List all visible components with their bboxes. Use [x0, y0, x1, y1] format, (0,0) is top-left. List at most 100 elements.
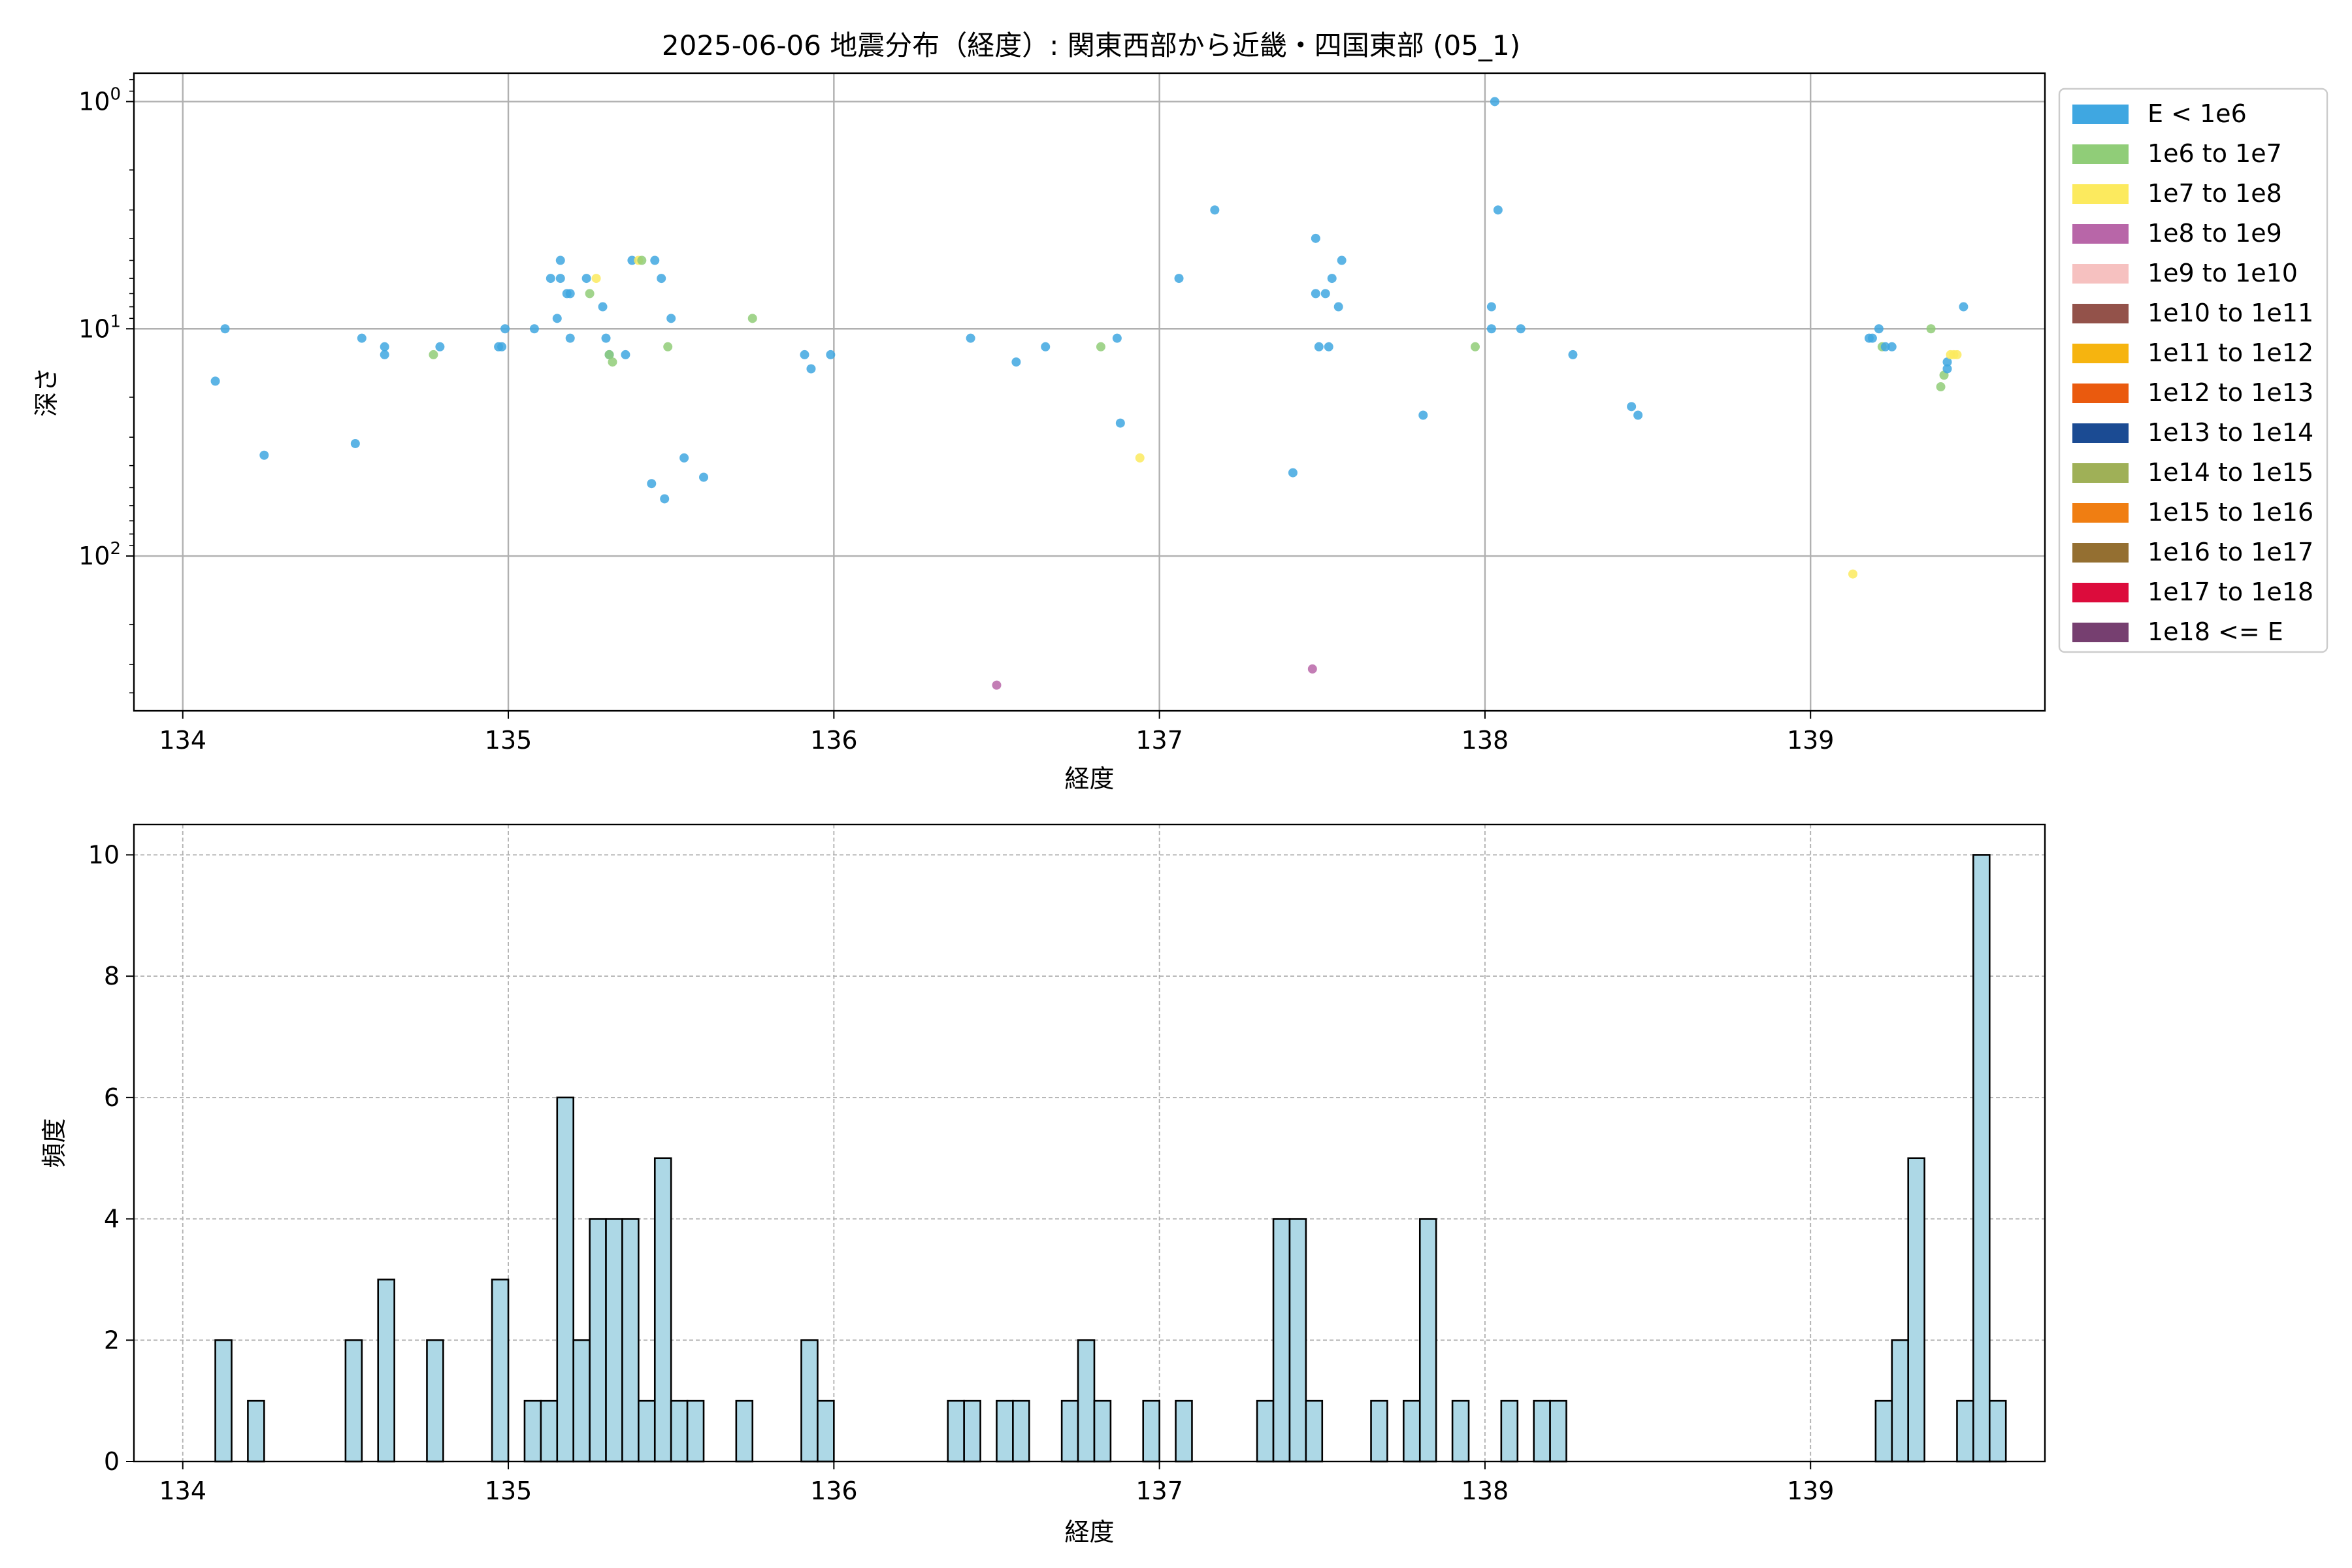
- scatter-point: [637, 255, 647, 265]
- scatter-frame: [133, 72, 2046, 712]
- scatter-point: [1942, 357, 1952, 367]
- histogram-bar: [1370, 1399, 1388, 1463]
- histogram-tick-label-x: 135: [485, 1477, 532, 1505]
- legend-swatch: [2072, 224, 2129, 244]
- scatter-point: [565, 289, 575, 299]
- scatter-point: [552, 314, 562, 323]
- legend-swatch: [2072, 105, 2129, 124]
- scatter-point: [608, 357, 617, 367]
- scatter-point: [1096, 342, 1105, 351]
- histogram-bar: [1288, 1218, 1307, 1463]
- histogram-bar: [686, 1399, 705, 1463]
- histogram-tick-label-x: 136: [810, 1477, 858, 1505]
- scatter-point: [380, 350, 389, 359]
- scatter-point: [529, 324, 539, 334]
- scatter-tick-label-y: 102: [78, 539, 121, 570]
- scatter-point: [1516, 324, 1526, 334]
- histogram-bar: [1988, 1399, 2007, 1463]
- legend-swatch: [2072, 184, 2129, 204]
- histogram-bar: [556, 1096, 575, 1463]
- scatter-point: [1470, 342, 1480, 351]
- scatter-point: [1874, 324, 1884, 334]
- histogram-bar: [1891, 1339, 1910, 1463]
- legend-swatch: [2072, 503, 2129, 523]
- legend-swatch: [2072, 463, 2129, 483]
- histogram-bar: [1956, 1399, 1974, 1463]
- scatter-point: [1959, 302, 1968, 312]
- scatter-point: [497, 342, 507, 351]
- histogram-bar: [1418, 1218, 1437, 1463]
- histogram-bar: [735, 1399, 754, 1463]
- scatter-point: [826, 350, 836, 359]
- histogram-tick-label-y: 4: [104, 1205, 120, 1233]
- legend-entry-label: 1e14 to 1e15: [2148, 458, 2313, 487]
- histogram-bar: [817, 1399, 835, 1463]
- scatter-point: [500, 324, 510, 334]
- scatter-point: [1112, 333, 1122, 343]
- legend-frame: [2058, 88, 2328, 653]
- histogram-frame: [133, 823, 2046, 1463]
- histogram-xlabel: 経度: [1064, 1518, 1114, 1546]
- scatter-point: [1627, 402, 1637, 412]
- scatter-point: [1942, 364, 1952, 374]
- legend-entry-label: 1e16 to 1e17: [2148, 538, 2313, 566]
- scatter-point: [1952, 350, 1962, 359]
- scatter-tick-label-y: 101: [78, 312, 121, 343]
- scatter-tick-label-x: 135: [485, 726, 532, 755]
- scatter-point: [1333, 302, 1343, 312]
- histogram-bar: [653, 1157, 672, 1463]
- scatter-point: [1135, 453, 1145, 463]
- scatter-point: [555, 274, 565, 284]
- legend-entry-label: 1e13 to 1e14: [2148, 418, 2313, 447]
- histogram-tick-label-y: 10: [88, 840, 120, 869]
- scatter-point: [660, 494, 670, 504]
- histogram-bar: [1142, 1399, 1160, 1463]
- scatter-point: [555, 255, 565, 265]
- histogram-bar: [426, 1339, 444, 1463]
- histogram-bar: [1093, 1399, 1112, 1463]
- histogram-tick-label-y: 0: [104, 1447, 120, 1476]
- scatter-point: [800, 350, 809, 359]
- scatter-point: [1568, 350, 1578, 359]
- legend-entry-label: 1e17 to 1e18: [2148, 578, 2313, 606]
- histogram-bar: [540, 1399, 559, 1463]
- histogram-bar: [1175, 1399, 1193, 1463]
- histogram-bar: [1403, 1399, 1421, 1463]
- scatter-point: [1486, 324, 1496, 334]
- scatter-point: [1867, 333, 1877, 343]
- chart-title: 2025-06-06 地震分布（経度）: 関東西部から近畿・四国東部 (05_1…: [662, 29, 1520, 61]
- scatter-tick-label-y: 100: [78, 84, 121, 116]
- scatter-point: [679, 453, 689, 463]
- histogram-bar: [670, 1399, 689, 1463]
- scatter-point: [657, 274, 666, 284]
- scatter-point: [1490, 97, 1499, 106]
- legend-swatch: [2072, 423, 2129, 443]
- scatter-tick-label-x: 138: [1462, 726, 1509, 755]
- scatter-point: [1327, 274, 1337, 284]
- histogram-bar: [1305, 1399, 1324, 1463]
- scatter-plot: 134 135 136 137 138 139 100 101 102 経度 深さ: [32, 72, 2046, 793]
- histogram-bar: [491, 1279, 510, 1463]
- scatter-point: [357, 333, 367, 343]
- histogram-bar: [1060, 1399, 1079, 1463]
- scatter-point: [1337, 255, 1347, 265]
- legend-swatch: [2072, 344, 2129, 363]
- histogram-bar: [1451, 1399, 1470, 1463]
- histogram-bar: [1549, 1399, 1567, 1463]
- scatter-point: [1324, 342, 1333, 351]
- histogram-bar: [344, 1339, 363, 1463]
- histogram-bar: [589, 1218, 607, 1463]
- scatter-point: [666, 314, 676, 323]
- scatter-point: [350, 438, 360, 448]
- histogram-tick-label-x: 139: [1787, 1477, 1835, 1505]
- legend-entry-label: 1e9 to 1e10: [2148, 259, 2298, 287]
- scatter-point: [1880, 342, 1890, 351]
- histogram-bar: [247, 1399, 265, 1463]
- legend-entry-label: 1e12 to 1e13: [2148, 378, 2313, 407]
- legend: E < 1e6 1e6 to 1e7 1e7 to 1e8 1e8 to 1e9 1e9…: [2058, 88, 2328, 653]
- legend-swatch: [2072, 583, 2129, 602]
- histogram-bar: [1972, 854, 1991, 1463]
- histogram-bar: [1874, 1399, 1893, 1463]
- histogram-bar: [1533, 1399, 1551, 1463]
